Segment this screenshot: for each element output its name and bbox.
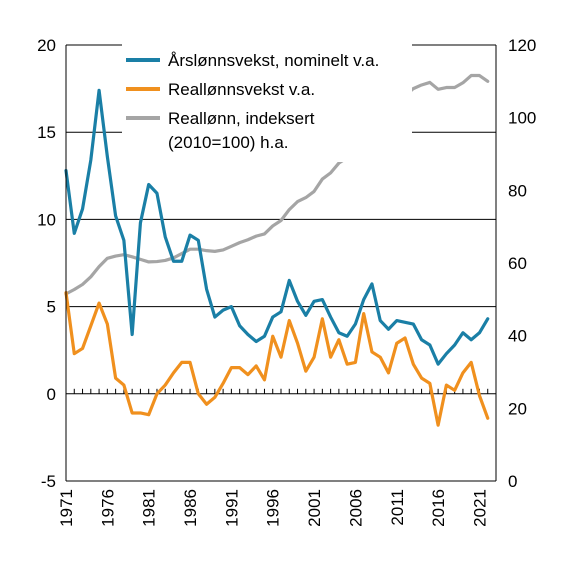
x-tick-label: 1981 — [140, 489, 159, 527]
legend-label-index-line2: (2010=100) h.a. — [168, 133, 289, 152]
left-tick-label: 15 — [37, 123, 56, 142]
left-tick-label: 5 — [47, 298, 56, 317]
x-tick-label: 1986 — [181, 489, 200, 527]
legend-label-nominal: Årslønnsvekst, nominelt v.a. — [168, 51, 379, 70]
x-tick-label: 1991 — [222, 489, 241, 527]
left-axis-ticks: -5 0 5 10 15 20 — [37, 36, 56, 491]
right-tick-label: 120 — [508, 36, 536, 55]
legend: Årslønnsvekst, nominelt v.a. Reallønnsve… — [122, 38, 412, 162]
left-tick-label: -5 — [41, 472, 56, 491]
legend-background — [122, 38, 412, 162]
left-tick-label: 0 — [47, 385, 56, 404]
series-line-1 — [64, 291, 490, 427]
series-layer — [64, 73, 490, 427]
x-tick-label: 1976 — [98, 489, 117, 527]
left-tick-label: 10 — [37, 210, 56, 229]
left-tick-label: 20 — [37, 36, 56, 55]
axes — [65, 45, 497, 482]
x-tick-label: 1996 — [264, 489, 283, 527]
right-axis-ticks: 0 20 40 60 80 100 120 — [508, 36, 536, 491]
x-axis-ticks: 1971 1976 1981 1986 1991 1996 2001 2006 2011 2016… — [57, 489, 489, 527]
x-tick-label: 2006 — [346, 489, 365, 527]
right-tick-label: 0 — [508, 472, 517, 491]
x-tick-label: 2001 — [305, 489, 324, 527]
right-tick-label: 80 — [508, 181, 527, 200]
x-tick-label: 2011 — [388, 489, 407, 526]
legend-label-real: Reallønnsvekst v.a. — [168, 80, 315, 99]
x-tick-label: 2016 — [429, 489, 448, 527]
x-tick-label: 1971 — [57, 489, 76, 527]
right-tick-label: 100 — [508, 109, 536, 128]
series-line-0 — [64, 88, 490, 366]
right-tick-label: 60 — [508, 254, 527, 273]
legend-label-index: Reallønn, indeksert — [168, 109, 315, 128]
right-tick-label: 40 — [508, 327, 527, 346]
x-tick-label: 2021 — [470, 489, 489, 527]
right-tick-label: 20 — [508, 399, 527, 418]
